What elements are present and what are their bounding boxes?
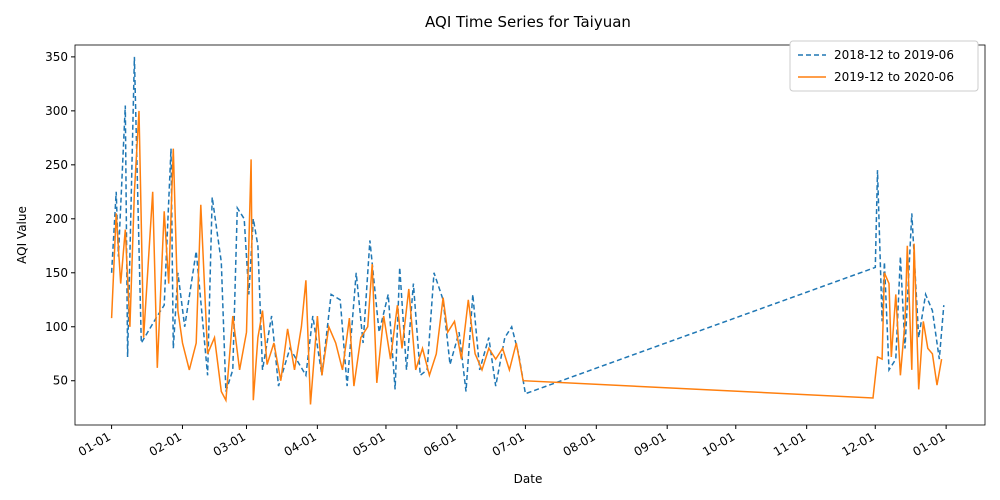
y-tick-label: 350 [45, 50, 68, 64]
x-tick-label: 01-01 [76, 429, 113, 459]
legend-label: 2018-12 to 2019-06 [834, 48, 954, 62]
y-tick-label: 250 [45, 158, 68, 172]
y-tick-label: 50 [53, 374, 68, 388]
chart-title: AQI Time Series for Taiyuan [425, 13, 631, 31]
y-tick-label: 150 [45, 266, 68, 280]
y-axis-label: AQI Value [15, 206, 29, 264]
x-tick-label: 11-01 [771, 429, 808, 459]
x-tick-label: 06-01 [421, 429, 458, 459]
y-tick-label: 100 [45, 320, 68, 334]
y-tick-label: 200 [45, 212, 68, 226]
x-tick-label: 05-01 [350, 429, 387, 459]
x-tick-label: 04-01 [282, 429, 319, 459]
x-axis-label: Date [514, 472, 543, 486]
x-tick-label: 01-01 [910, 429, 947, 459]
legend-label: 2019-12 to 2020-06 [834, 70, 954, 84]
y-tick-label: 300 [45, 104, 68, 118]
x-tick-label: 02-01 [147, 429, 184, 459]
x-tick-label: 03-01 [211, 429, 248, 459]
x-tick-label: 07-01 [490, 429, 527, 459]
series-line [110, 56, 945, 395]
x-tick-label: 12-01 [840, 429, 877, 459]
x-tick-label: 09-01 [631, 429, 668, 459]
x-tick-label: 10-01 [700, 429, 737, 459]
legend-box [789, 40, 979, 92]
plot-frame [74, 44, 986, 426]
series-line [110, 110, 943, 405]
x-tick-label: 08-01 [561, 429, 598, 459]
